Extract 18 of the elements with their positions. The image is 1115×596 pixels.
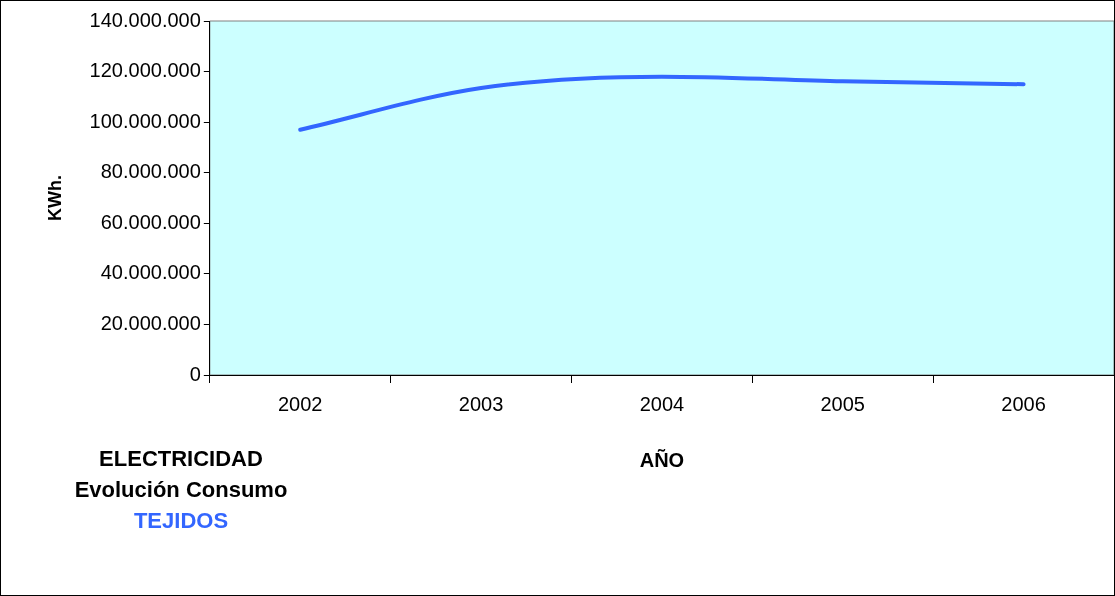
y-tick-label: 140.000.000 [89, 8, 201, 31]
x-tick-label: 2005 [820, 392, 865, 415]
y-tick-label: 20.000.000 [100, 311, 201, 334]
x-tick-label: 2003 [458, 392, 504, 415]
x-axis-title: AÑO [639, 448, 685, 471]
text: ELECTRICIDAD Evolución Consumo [73, 445, 289, 504]
y-axis-title: KWh. [44, 175, 65, 221]
y-tick-label: 60.000.000 [100, 210, 201, 233]
y-tick-label: 80.000.000 [100, 160, 201, 183]
line-series [298, 74, 1026, 132]
x-tick-label: 2004 [639, 392, 685, 415]
y-tick-label: 0 [189, 362, 201, 385]
x-tick-label: 2006 [1001, 392, 1046, 415]
y-tick-label: 100.000.000 [89, 109, 201, 132]
text: TEJIDOS [132, 507, 230, 535]
y-tick-label: 40.000.000 [100, 261, 201, 284]
y-tick-label: 120.000.000 [89, 59, 201, 82]
x-tick-label: 2002 [277, 392, 323, 415]
